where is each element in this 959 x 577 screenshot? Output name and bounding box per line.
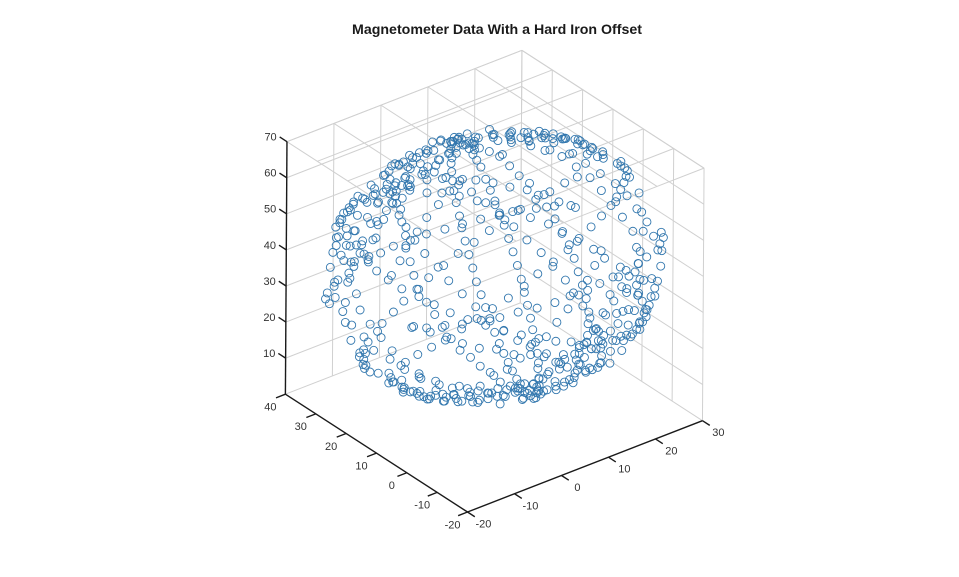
- svg-text:20: 20: [325, 441, 337, 453]
- svg-text:20: 20: [263, 312, 275, 324]
- svg-text:Magnetometer Data With a Hard: Magnetometer Data With a Hard Iron Offse…: [352, 22, 642, 38]
- svg-text:-20: -20: [445, 519, 461, 531]
- svg-text:10: 10: [263, 348, 275, 360]
- svg-text:0: 0: [574, 482, 580, 494]
- svg-text:10: 10: [355, 460, 367, 472]
- svg-text:40: 40: [264, 402, 276, 414]
- svg-text:-10: -10: [522, 500, 538, 512]
- svg-text:-10: -10: [414, 500, 430, 512]
- svg-text:30: 30: [264, 276, 276, 288]
- svg-text:30: 30: [295, 421, 307, 433]
- svg-text:50: 50: [264, 204, 276, 216]
- svg-text:40: 40: [264, 240, 276, 252]
- svg-text:60: 60: [264, 168, 276, 180]
- svg-text:20: 20: [665, 445, 677, 457]
- svg-text:-20: -20: [475, 519, 491, 531]
- svg-text:0: 0: [389, 480, 395, 492]
- svg-text:70: 70: [264, 132, 276, 144]
- svg-text:30: 30: [712, 427, 724, 439]
- svg-text:10: 10: [618, 464, 630, 476]
